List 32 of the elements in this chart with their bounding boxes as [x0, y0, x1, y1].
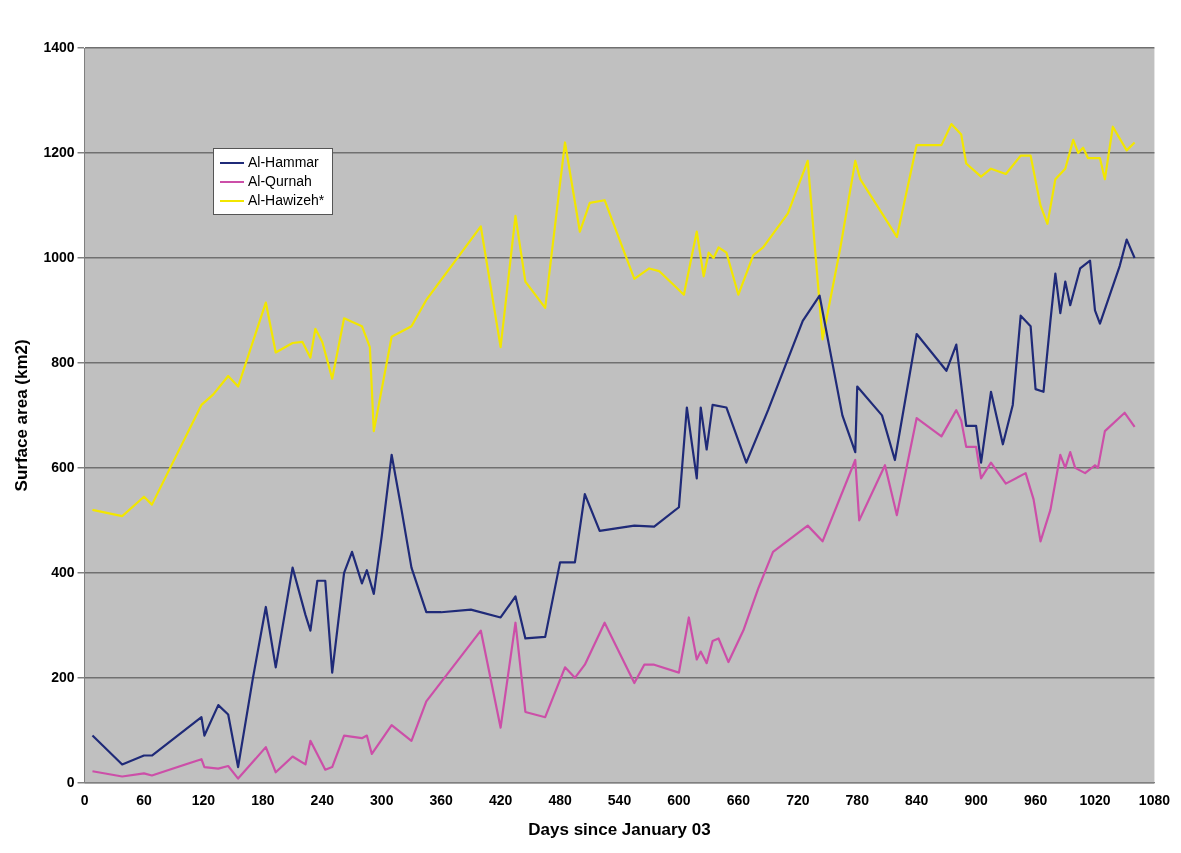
x-tick-label: 780	[845, 792, 870, 809]
x-tick-label: 360	[429, 792, 454, 809]
y-tick-label: 0	[66, 773, 75, 790]
x-tick-label: 720	[786, 792, 810, 809]
x-tick-label: 840	[905, 792, 929, 809]
legend-label: Al-Qurnah	[248, 172, 312, 191]
x-tick-label: 420	[488, 792, 513, 809]
x-tick-label: 180	[251, 792, 275, 809]
y-tick-label: 200	[51, 668, 75, 685]
x-tick-label: 240	[310, 792, 335, 809]
x-tick-label: 480	[548, 792, 572, 809]
y-tick-label: 800	[51, 353, 75, 370]
x-tick-label: 660	[726, 792, 751, 809]
legend-label: Al-Hawizeh*	[248, 191, 325, 210]
x-tick-label: 900	[964, 792, 989, 809]
y-tick-label: 400	[51, 563, 75, 580]
x-tick-label: 960	[1023, 792, 1048, 809]
y-axis-title: Surface area (km2)	[11, 339, 31, 492]
x-tick-label: 1080	[1138, 792, 1171, 809]
x-axis-title: Days since January 03	[528, 820, 711, 840]
x-tick-label: 540	[607, 792, 632, 809]
y-tick-label: 600	[51, 458, 75, 475]
x-tick-label: 300	[370, 792, 394, 809]
y-tick-label: 1000	[43, 248, 75, 265]
legend-label: Al-Hammar	[248, 153, 319, 172]
x-tick-label: 0	[80, 792, 89, 809]
x-tick-label: 60	[136, 792, 152, 809]
x-tick-label: 120	[191, 792, 216, 809]
x-tick-label: 600	[667, 792, 691, 809]
x-tick-label: 1020	[1079, 792, 1111, 809]
y-tick-label: 1200	[43, 143, 75, 160]
y-tick-label: 1400	[43, 38, 75, 55]
